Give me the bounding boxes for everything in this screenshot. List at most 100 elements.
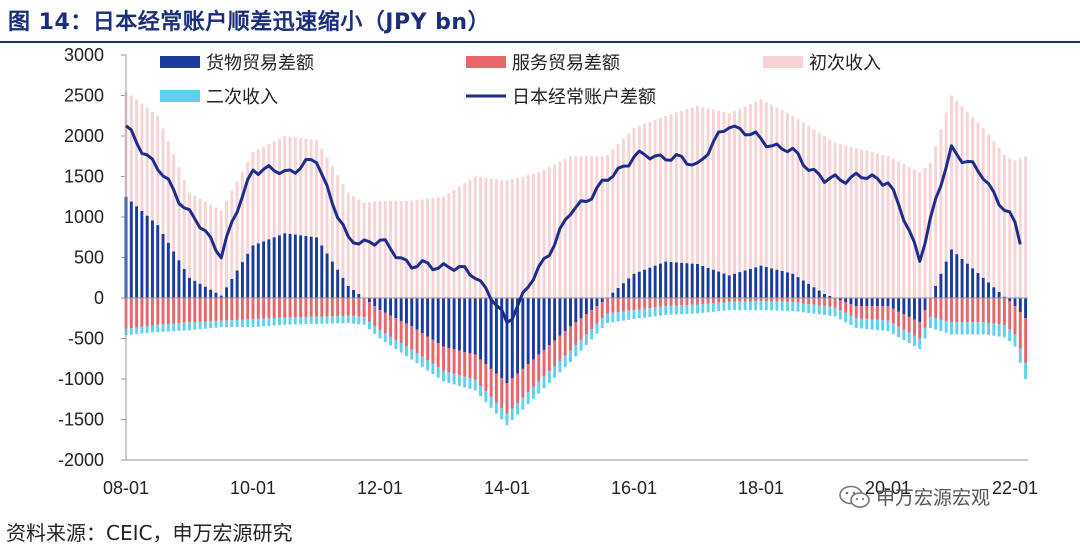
bar-segment <box>399 200 403 298</box>
bar-segment <box>738 301 742 311</box>
bar-segment <box>251 245 255 298</box>
bar-segment <box>203 201 207 287</box>
bar-segment <box>542 376 546 389</box>
bar-segment <box>807 298 811 305</box>
bar-segment <box>225 287 228 298</box>
bar-segment <box>436 298 440 344</box>
bar-segment <box>775 107 779 270</box>
bar-segment <box>733 111 736 274</box>
bar-segment <box>717 302 721 312</box>
bar-segment <box>383 200 387 298</box>
y-tick-label: 500 <box>74 248 104 268</box>
bar-segment <box>405 323 408 347</box>
bar-segment <box>664 298 668 307</box>
bar-segment <box>685 305 689 314</box>
y-tick-label: -1500 <box>58 410 104 430</box>
bar-segment <box>262 318 266 327</box>
bar-segment <box>828 306 832 316</box>
bar-segment <box>399 298 403 321</box>
bar-segment <box>976 298 980 323</box>
bar-segment <box>674 262 678 298</box>
bar-segment <box>897 326 901 338</box>
bar-segment <box>897 298 901 312</box>
bar-segment <box>447 298 451 348</box>
bar-segment <box>410 326 414 350</box>
bar-segment <box>590 298 594 311</box>
bar-segment <box>420 333 424 357</box>
bar-segment <box>262 298 266 319</box>
bar-segment <box>516 298 520 374</box>
bar-segment <box>161 128 165 234</box>
bar-segment <box>325 316 329 324</box>
bar-segment <box>166 242 170 298</box>
legend-label: 二次收入 <box>206 87 278 108</box>
bar-segment <box>611 298 615 313</box>
bar-segment <box>685 263 689 298</box>
bar-segment <box>569 156 572 298</box>
bar-segment <box>304 298 308 317</box>
bar-segment <box>934 318 938 330</box>
legend-swatch <box>160 90 200 102</box>
bar-segment <box>569 326 572 351</box>
bar-segment <box>897 311 901 327</box>
bar-segment <box>172 323 176 332</box>
bar-segment <box>722 112 726 274</box>
bar-segment <box>711 109 715 270</box>
bar-segment <box>923 327 927 339</box>
bar-segment <box>463 183 467 298</box>
bar-segment <box>754 298 758 302</box>
watermark: 申万宏源宏观 <box>838 483 990 510</box>
bar-segment <box>468 298 472 354</box>
bar-segment <box>595 306 599 324</box>
bar-segment <box>627 310 631 320</box>
bar-segment <box>315 298 318 317</box>
bar-segment <box>479 385 482 397</box>
bar-segment <box>944 112 948 262</box>
bar-segment <box>240 319 244 328</box>
bar-segment <box>315 140 318 238</box>
bar-segment <box>680 110 684 263</box>
bar-segment <box>246 298 250 320</box>
bar-segment <box>632 273 636 298</box>
bar-segment <box>875 319 879 331</box>
bar-segment <box>685 109 689 264</box>
bar-segment <box>293 298 297 318</box>
bar-segment <box>886 156 890 298</box>
bar-segment <box>219 295 223 298</box>
bar-segment <box>494 402 498 414</box>
bar-segment <box>246 161 250 254</box>
bar-segment <box>420 199 424 298</box>
bar-segment <box>209 321 213 329</box>
bar-segment <box>542 298 546 350</box>
bar-segment <box>1013 160 1017 298</box>
bar-segment <box>621 311 625 321</box>
bar-segment <box>992 323 996 336</box>
bar-segment <box>547 167 551 298</box>
bar-segment <box>214 298 218 321</box>
bar-segment <box>394 298 398 319</box>
bar-segment <box>452 298 456 350</box>
bar-segment <box>860 306 863 319</box>
bar-segment <box>203 298 207 322</box>
bar-segment <box>405 346 408 357</box>
bar-segment <box>373 325 377 334</box>
bar-segment <box>140 103 144 211</box>
bar-segment <box>796 302 800 312</box>
bar-segment <box>833 298 837 308</box>
bar-segment <box>854 306 858 319</box>
bar-segment <box>775 301 779 311</box>
bar-segment <box>780 110 784 271</box>
bar-segment <box>574 298 578 323</box>
bar-segment <box>225 298 228 321</box>
bar-segment <box>500 179 504 299</box>
bar-segment <box>463 298 467 352</box>
bar-segment <box>950 322 953 335</box>
bar-segment <box>352 289 355 298</box>
bar-segment <box>759 265 763 298</box>
bar-segment <box>272 317 276 326</box>
bar-segment <box>960 322 964 335</box>
bar-segment <box>336 298 340 317</box>
bar-segment <box>394 318 398 341</box>
bar-segment <box>801 280 805 298</box>
bar-segment <box>553 366 557 378</box>
